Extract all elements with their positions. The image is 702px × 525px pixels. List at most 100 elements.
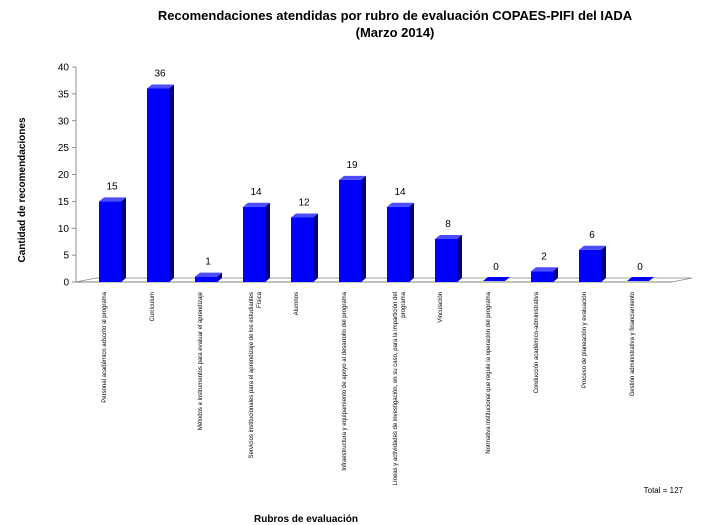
y-tick-label: 20 [58,170,70,181]
category-label-line: Vinculación [438,292,444,323]
bar-top [339,175,366,180]
y-axis-title: Cantidad de recomendaciones [17,117,28,262]
y-tick-label: 10 [58,224,70,235]
category-label-line: programa [401,291,407,317]
category-label: Gestión administrativa y financiamiento [630,291,636,396]
data-label: 8 [445,219,451,230]
category-label: Servicios institucionales para el aprend… [249,291,263,458]
bar [147,84,174,282]
data-label: 14 [394,187,406,198]
category-label-line: Personal académico adscrito al programa [102,291,108,402]
category-label: Normativa institucional que regule la op… [486,291,492,453]
data-label: 0 [637,262,643,273]
bar-top [435,235,462,239]
y-tick-label: 40 [58,63,70,74]
y-tick-label: 30 [58,116,70,127]
bar-front [243,206,265,282]
bar-front [531,271,553,282]
chart-subtitle: (Marzo 2014) [356,25,435,40]
bar-front [195,276,217,282]
category-label-line: Gestión administrativa y financiamiento [630,291,636,396]
bar-side [313,213,318,282]
bar-top [579,245,606,250]
bar-side [553,267,558,282]
bar-side [217,272,222,282]
bar [243,202,270,282]
bar-top [243,202,270,207]
data-label: 15 [106,181,118,192]
data-label: 36 [154,69,166,80]
y-tick-label: 35 [58,89,70,100]
bar-zero [483,277,510,281]
y-tick-label: 15 [58,197,70,208]
bar-zero [627,277,654,281]
bar-side [121,197,126,282]
category-label: Personal académico adscrito al programa [102,291,108,402]
y-tick-label: 5 [63,251,69,262]
bar-side [601,245,606,282]
bar-top [291,213,318,218]
data-label: 12 [298,198,310,209]
bar [291,213,318,282]
category-label-line: Líneas y actividades de investigación, e… [393,292,399,485]
data-label: 2 [541,251,547,262]
bar [531,267,558,282]
bar-top [531,267,558,272]
category-label: Currículum [150,292,156,321]
bar-front [435,239,457,282]
bar-top [387,202,414,207]
bar-front [99,201,121,282]
total-annotation: Total = 127 [644,486,684,495]
bar [435,235,462,282]
bar [339,175,366,282]
bar [195,272,222,282]
bar [99,197,126,282]
category-label: Vinculación [438,292,444,323]
bar-top [195,272,222,277]
bar [627,277,654,281]
bar-top [147,84,174,89]
data-label: 14 [250,187,262,198]
bar-front [339,179,361,282]
category-label: Líneas y actividades de investigación, e… [393,291,407,485]
y-tick-label: 25 [58,143,70,154]
data-label: 0 [493,262,499,273]
category-label-line: Alumnos [294,292,300,315]
x-axis-title: Rubros de evaluación [254,514,358,525]
category-label-line: Servicios institucionales para el aprend… [249,292,255,458]
data-label: 6 [589,230,595,241]
category-label-line: Proceso de planeación y evaluación [582,292,588,388]
category-label: Proceso de planeación y evaluación [582,292,588,388]
category-label-line: Física [257,291,263,308]
bar-front [291,217,313,282]
bar [387,202,414,282]
bar [483,277,510,281]
category-label-line: Métodos e instrumentos para evaluar el a… [198,291,204,430]
bars: 15 36 1 14 12 19 14 8 0 2 6 0 [99,69,654,282]
bar-side [361,175,366,282]
data-label: 19 [346,160,358,171]
bar [579,245,606,282]
data-label: 1 [205,257,211,268]
category-label-line: Normativa institucional que regule la op… [486,291,492,453]
y-tick-label: 0 [63,278,69,289]
bar-side [169,84,174,282]
bar-side [265,202,270,282]
bar-side [457,235,462,282]
category-labels: Personal académico adscrito al programa C… [102,291,636,485]
category-label-line: Infraestructura y equipamiento de apoyo … [342,291,348,470]
bar-top [99,197,126,202]
category-label: Conducción académico-administrativa [534,291,540,393]
category-label: Métodos e instrumentos para evaluar el a… [198,291,204,430]
category-label: Alumnos [294,292,300,315]
bar-side [409,202,414,282]
chart-title: Recomendaciones atendidas por rubro de e… [158,8,633,23]
bar-front [579,249,601,282]
category-label: Infraestructura y equipamiento de apoyo … [342,291,348,470]
bar-front [147,88,169,282]
bar-front [387,206,409,282]
category-label-line: Currículum [150,292,156,321]
category-label-line: Conducción académico-administrativa [534,291,540,393]
